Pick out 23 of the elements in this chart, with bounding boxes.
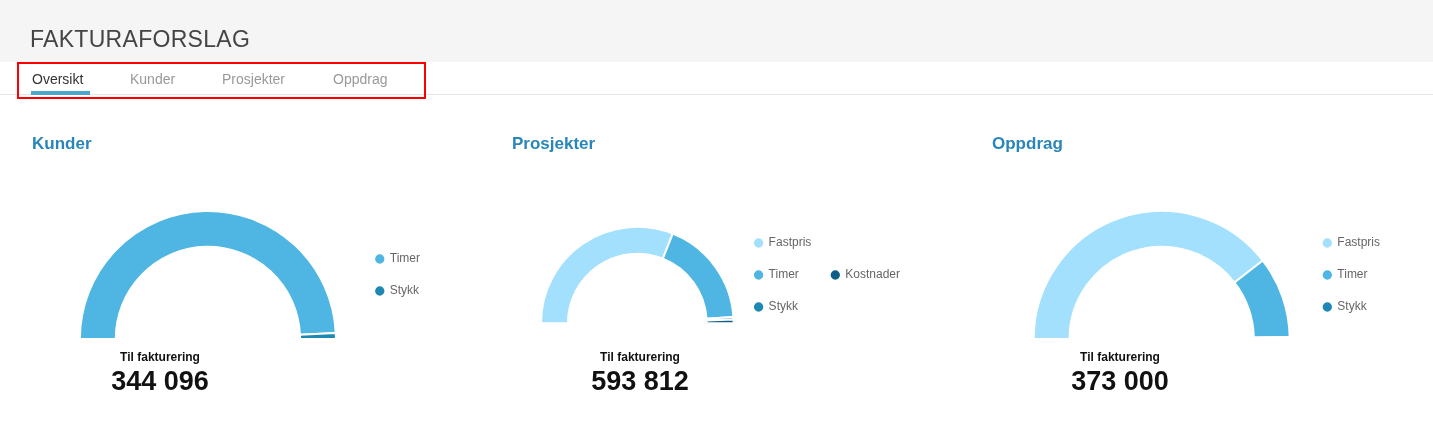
text: FAKTURAFORSLAG xyxy=(30,26,251,53)
legend-label: Stykk xyxy=(1337,299,1368,314)
text: Til fakturering xyxy=(599,350,681,364)
legend-label: Timer xyxy=(1337,267,1368,282)
legend-label: Fastpris xyxy=(768,235,812,250)
text: 373 000 xyxy=(1070,366,1170,397)
category-label: Oppdrag xyxy=(333,71,388,87)
category-label: Kunder xyxy=(130,71,176,87)
text: Til fakturering xyxy=(1079,350,1161,364)
chart-title: Kunder xyxy=(32,134,92,154)
text: 593 812 xyxy=(590,366,690,397)
legend-label: Timer xyxy=(768,267,799,282)
legend-label: Stykk xyxy=(389,283,421,298)
text: Til fakturering xyxy=(119,350,201,364)
chart-title: Oppdrag xyxy=(992,134,1063,154)
text: 344 096 xyxy=(110,366,210,397)
category-label: Oversikt xyxy=(32,71,84,87)
legend-label: Fastpris xyxy=(1337,235,1381,250)
category-label: Prosjekter xyxy=(222,71,286,87)
legend-label: Timer xyxy=(389,251,420,266)
legend-label: Kostnader xyxy=(845,267,900,282)
legend-label: Stykk xyxy=(768,299,799,314)
chart-title: Prosjekter xyxy=(512,134,596,154)
